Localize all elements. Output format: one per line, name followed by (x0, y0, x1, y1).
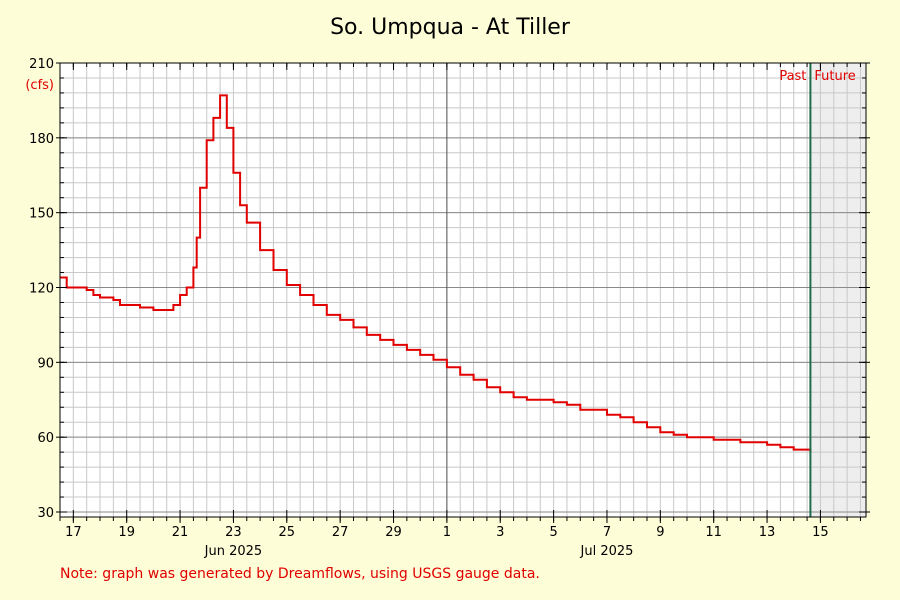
y-tick-label: 180 (29, 132, 54, 147)
y-axis-unit-label: (cfs) (25, 78, 54, 93)
past-label: Past (779, 69, 806, 84)
x-tick-label: 9 (656, 525, 664, 540)
y-tick-label: 60 (37, 431, 54, 446)
x-tick-label: 1 (443, 525, 451, 540)
x-tick-label: 17 (65, 525, 82, 540)
x-tick-label: 21 (172, 525, 189, 540)
footer-note: Note: graph was generated by Dreamflows,… (60, 566, 540, 582)
y-tick-label: 30 (37, 506, 54, 521)
x-tick-label: 19 (118, 525, 135, 540)
y-tick-label: 150 (29, 207, 54, 222)
plot-area (60, 63, 866, 517)
future-label: Future (814, 69, 855, 84)
x-tick-label: 3 (496, 525, 504, 540)
x-tick-labels: 17 19 21 23 25 27 29 1 3 5 7 9 11 13 15 (65, 525, 829, 540)
flow-series-line (60, 94, 812, 453)
future-region (810, 63, 866, 517)
x-tick-label: 13 (759, 525, 776, 540)
month-label: Jun 2025 (204, 544, 263, 559)
x-tick-label: 5 (549, 525, 557, 540)
axis-ticks (56, 62, 870, 523)
x-tick-label: 23 (225, 525, 242, 540)
chart-title: So. Umpqua - At Tiller (330, 15, 571, 40)
month-labels: Jun 2025 Jul 2025 (204, 544, 634, 559)
x-tick-label: 29 (385, 525, 402, 540)
x-tick-label: 15 (812, 525, 829, 540)
y-tick-label: 210 (29, 57, 54, 72)
minor-grid (59, 62, 866, 517)
y-tick-labels: 30 60 90 120 150 180 210 (29, 57, 54, 521)
x-tick-label: 25 (279, 525, 296, 540)
y-tick-label: 90 (37, 356, 54, 371)
x-tick-label: 27 (332, 525, 349, 540)
x-tick-label: 7 (603, 525, 611, 540)
x-tick-label: 11 (705, 525, 722, 540)
plot-frame (59, 62, 867, 518)
month-label: Jul 2025 (580, 544, 634, 559)
y-tick-label: 120 (29, 282, 54, 297)
